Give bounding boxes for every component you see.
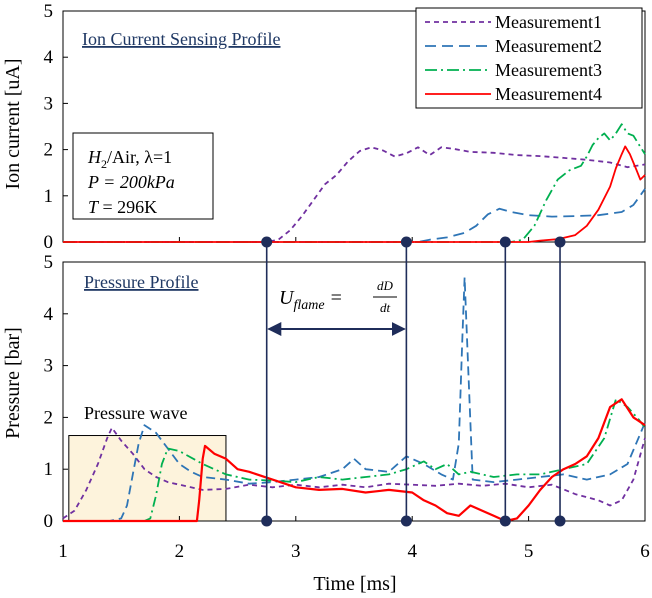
curves-layer: [62, 123, 646, 523]
flame-speed-equation: Uflame = dD dt: [279, 278, 397, 315]
pressure-plot-frame: [62, 261, 646, 522]
pressure-series-measurement2: [63, 276, 646, 522]
legend: Measurement1 Measurement2 Measurement3 Meas…: [415, 7, 643, 109]
y-tick-label: 1: [44, 459, 54, 480]
svg-text:dD: dD: [377, 278, 394, 293]
x-tick-label: 6: [640, 541, 650, 562]
pressure-y-axis-label: Pressure [bar]: [2, 327, 24, 439]
x-tick-label: 1: [58, 541, 68, 562]
y-tick-label: 2: [44, 140, 54, 161]
y-tick-label: 1: [44, 186, 54, 207]
y-tick-label: 2: [44, 407, 54, 428]
time-marker-dot: [261, 236, 273, 248]
x-axis-label: Time [ms]: [313, 573, 396, 595]
ion-current-series-measurement2: [63, 188, 646, 243]
ion-current-series-measurement3: [63, 123, 646, 243]
time-marker-dot: [554, 236, 566, 248]
y-tick-label: 3: [44, 356, 54, 377]
y-tick-label: 4: [44, 304, 54, 325]
svg-text:dt: dt: [380, 300, 391, 315]
pressure-series-measurement1: [62, 426, 646, 520]
y-tick-label: 0: [44, 511, 54, 532]
ion-current-panel-title: Ion Current Sensing Profile: [82, 29, 280, 49]
x-tick-label: 5: [524, 541, 534, 562]
y-tick-label: 3: [44, 93, 54, 114]
marker-lines-layer: [261, 236, 566, 527]
conditions-box: H2/Air, λ=1 P = 200kPa T = 296K: [72, 132, 214, 220]
pressure-panel-title: Pressure Profile: [84, 272, 198, 292]
ion-current-series-measurement4: [63, 145, 646, 243]
legend-label-measurement3: Measurement3: [495, 60, 602, 80]
legend-label-measurement2: Measurement2: [495, 36, 602, 56]
time-marker-dot: [400, 236, 412, 248]
x-tick-label: 2: [175, 541, 185, 562]
legend-label-measurement1: Measurement1: [495, 12, 602, 32]
y-tick-label: 4: [44, 47, 54, 68]
ion-current-y-axis-label: Ion current [uA]: [2, 58, 24, 189]
ion-current-series-measurement1: [63, 146, 646, 243]
conditions-fuel: H2/Air, λ=1: [87, 147, 172, 171]
pressure-series-measurement3: [63, 398, 646, 522]
conditions-pressure: P = 200kPa: [87, 172, 175, 192]
x-tick-label: 3: [291, 541, 301, 562]
time-marker-dot: [261, 515, 273, 527]
pressure-wave-label: Pressure wave: [84, 403, 187, 423]
time-marker-dot: [499, 515, 511, 527]
time-marker-dot: [499, 236, 511, 248]
pressure-series-measurement4: [63, 398, 646, 523]
time-marker-dot: [400, 515, 412, 527]
time-marker-dot: [554, 515, 566, 527]
legend-label-measurement4: Measurement4: [495, 84, 602, 104]
y-tick-label: 0: [44, 232, 54, 253]
y-tick-label: 5: [44, 1, 54, 22]
x-tick-label: 4: [407, 541, 417, 562]
conditions-temperature: T = 296K: [88, 197, 157, 217]
svg-text:Uflame=: Uflame =: [279, 287, 342, 313]
pressure-wave-box: [68, 435, 227, 522]
y-tick-label: 5: [44, 252, 54, 273]
